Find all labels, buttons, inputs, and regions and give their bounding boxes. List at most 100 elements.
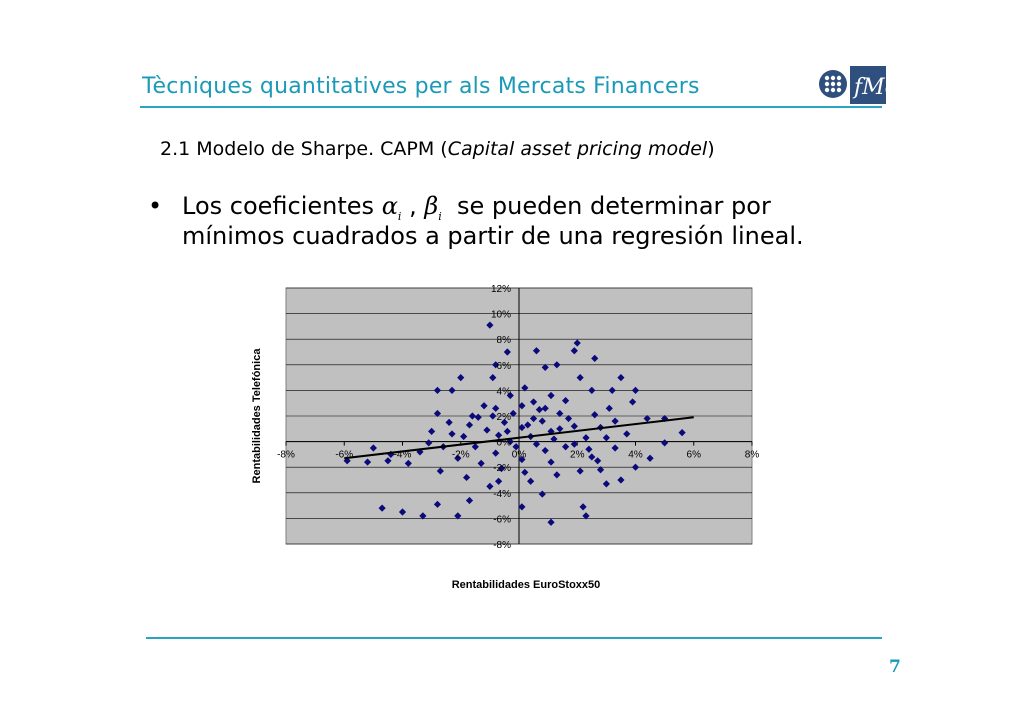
fme-logo-text: fMe — [852, 75, 886, 100]
data-point — [556, 409, 564, 418]
data-point — [646, 454, 654, 462]
data-point — [570, 440, 578, 448]
y-tick-label: 12% — [491, 284, 511, 295]
data-point — [462, 473, 471, 482]
fme-logo: fMe — [850, 66, 886, 104]
data-point — [398, 508, 407, 516]
x-tick-label: -8% — [277, 450, 295, 461]
y-tick-label: 10% — [491, 310, 511, 321]
data-point — [602, 434, 610, 442]
x-tick-label: 4% — [628, 450, 643, 461]
greek-comma: , — [401, 192, 417, 220]
y-tick-label: 6% — [497, 361, 512, 372]
data-point — [547, 458, 555, 466]
data-point — [518, 423, 526, 432]
y-tick-label: 8% — [497, 335, 512, 346]
tick-labels: 12%10%8%6%4%2%0%-2%-4%-6%-8%-8% -6% -4% -2%… — [277, 284, 759, 551]
data-point — [532, 440, 541, 448]
data-point — [433, 500, 442, 508]
data-point — [489, 412, 497, 420]
page-number: 7 — [889, 657, 901, 677]
data-point — [628, 398, 637, 406]
data-point — [585, 445, 593, 453]
data-point — [605, 404, 613, 412]
data-point — [369, 444, 377, 452]
subtitle-close: ) — [707, 138, 715, 160]
data-point — [564, 414, 573, 423]
bullet-text-post: se pueden determinar por — [457, 192, 771, 220]
data-point — [556, 425, 564, 433]
data-point — [509, 409, 517, 418]
data-point — [579, 503, 587, 511]
bullet-marker: • — [148, 192, 163, 220]
data-point — [518, 402, 526, 410]
y-tick-label: 0% — [497, 438, 512, 449]
x-tick-label: -2% — [452, 450, 470, 461]
data-point — [503, 348, 511, 356]
data-point — [495, 431, 503, 439]
data-point — [527, 477, 535, 485]
data-point — [547, 518, 555, 526]
data-point — [596, 466, 605, 474]
data-point — [617, 476, 625, 484]
x-tick-label: -4% — [394, 450, 412, 461]
y-tick-label: 2% — [497, 412, 512, 423]
scatter-chart: 12%10%8%6%4%2%0%-2%-4%-6%-8%-8% -6% -4% -2%… — [251, 284, 759, 591]
data-point — [582, 434, 590, 442]
data-point — [570, 347, 578, 355]
data-point — [492, 449, 500, 457]
y-tick-label: 4% — [497, 386, 512, 397]
data-point — [492, 404, 500, 412]
data-point — [471, 443, 479, 451]
bullet-line-2: mínimos cuadrados a partir de una regres… — [182, 222, 804, 250]
axes — [285, 288, 753, 544]
data-point — [486, 482, 494, 490]
data-point — [611, 444, 619, 452]
y-tick-label: -4% — [493, 489, 511, 500]
data-point — [468, 412, 476, 420]
data-point — [541, 404, 549, 412]
x-tick-label: 0% — [512, 450, 527, 461]
data-point — [532, 347, 541, 355]
data-point — [529, 414, 538, 423]
data-point — [538, 417, 546, 425]
data-point — [497, 464, 506, 473]
data-point — [428, 427, 436, 435]
header-divider — [140, 106, 882, 108]
alpha-symbol: αi — [381, 192, 402, 223]
data-point — [553, 471, 561, 479]
data-point — [433, 409, 442, 418]
header-title: Tècniques quantitatives per als Mercats … — [142, 74, 700, 99]
x-tick-label: -6% — [335, 450, 353, 461]
y-tick-label: -6% — [493, 514, 511, 525]
bullet-line-1: Los coeficientes αi , βi se pueden deter… — [182, 192, 771, 223]
footer-divider — [146, 637, 882, 639]
y-axis-label: Rentabilidades Telefónica — [251, 348, 263, 484]
data-point — [457, 374, 465, 382]
subtitle-main: 2.1 Modelo de Sharpe. CAPM ( — [160, 138, 448, 160]
y-tick-label: -2% — [493, 463, 511, 474]
data-point — [384, 457, 392, 465]
data-point — [661, 439, 669, 447]
data-point — [594, 457, 602, 465]
subtitle-italic: Capital asset pricing model — [447, 138, 708, 160]
data-point — [518, 503, 526, 511]
regression-line — [344, 416, 694, 460]
beta-symbol: βi — [424, 192, 442, 223]
x-tick-label: 2% — [570, 450, 585, 461]
y-tick-label: -8% — [493, 540, 511, 551]
section-subtitle: 2.1 Modelo de Sharpe. CAPM (Capital asse… — [160, 138, 715, 160]
data-point — [631, 463, 640, 471]
data-point — [570, 422, 578, 430]
data-point — [576, 374, 584, 382]
data-point — [591, 411, 599, 419]
bullet-text-pre: Los coeficientes — [182, 192, 375, 220]
data-point — [562, 443, 570, 451]
upc-logo — [819, 70, 847, 98]
x-tick-label: 8% — [745, 450, 760, 461]
data-point — [576, 467, 584, 475]
data-point — [547, 391, 555, 400]
data-point — [518, 455, 526, 464]
data-point — [562, 397, 570, 405]
data-point — [512, 443, 520, 451]
